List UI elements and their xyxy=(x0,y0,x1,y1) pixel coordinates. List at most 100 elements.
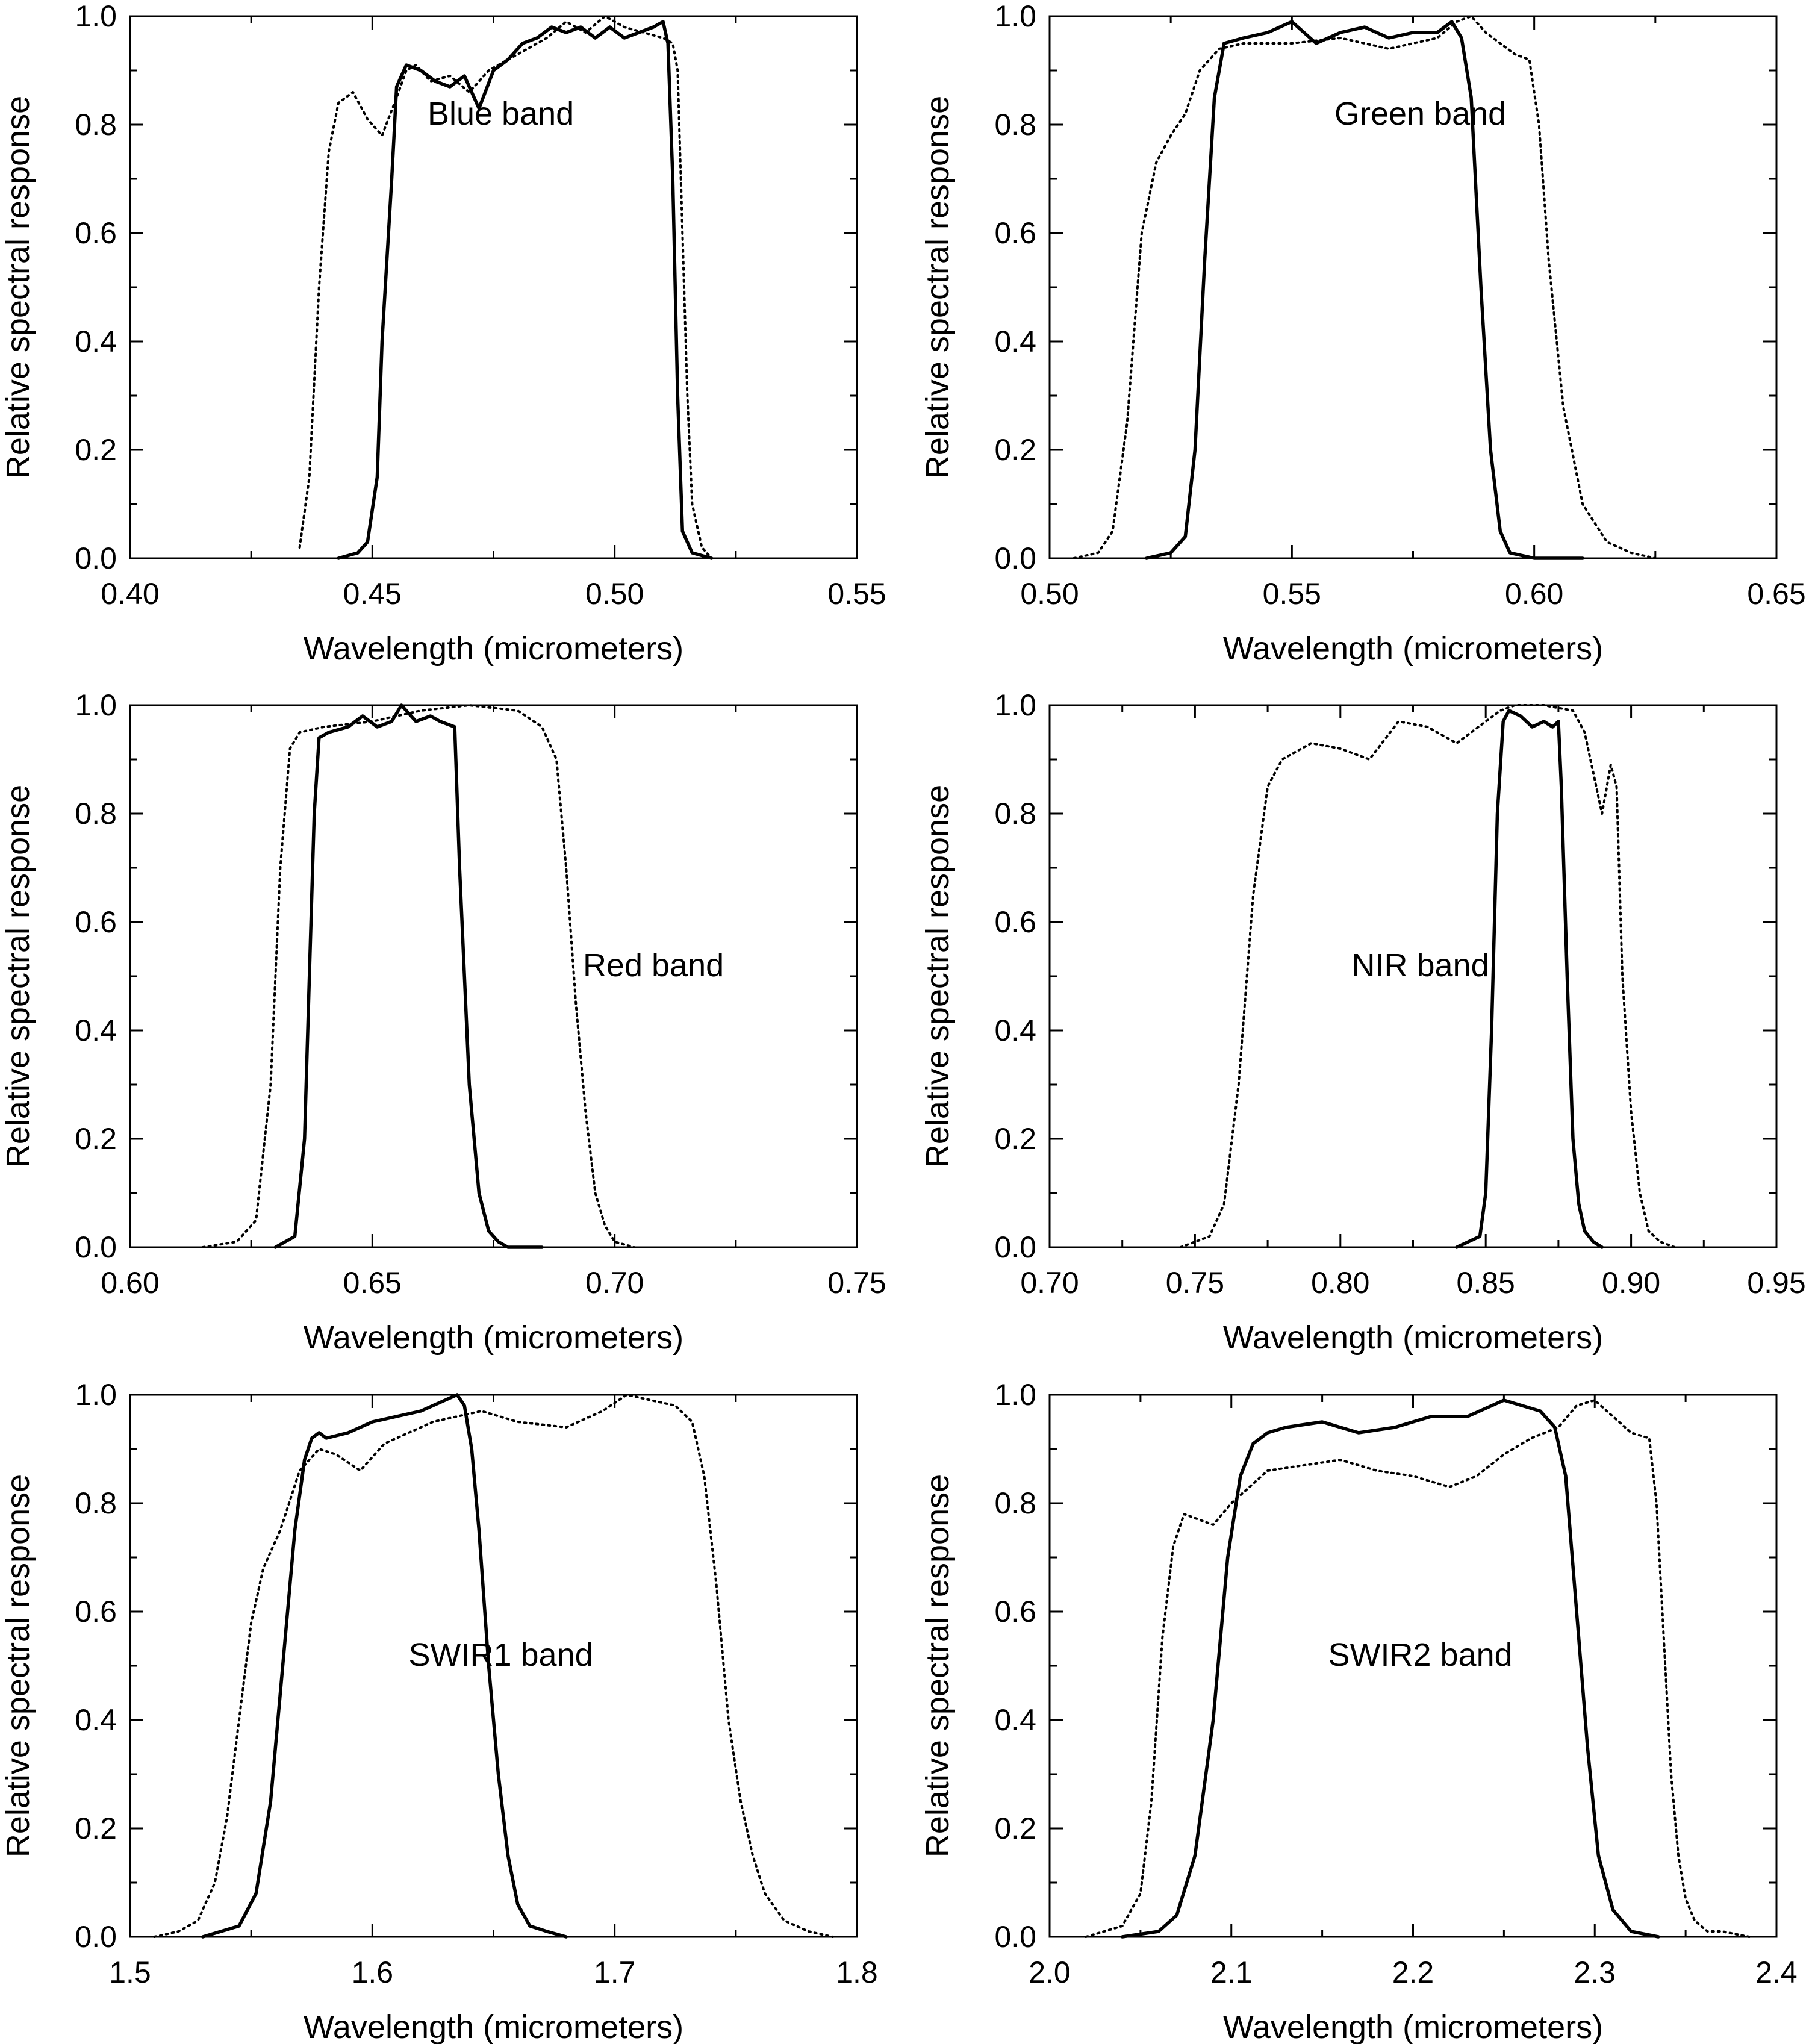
y-tick-label: 0.4 xyxy=(75,1703,117,1737)
x-tick-label: 0.95 xyxy=(1747,1266,1805,1300)
series-line-solid xyxy=(337,20,714,560)
y-tick-label: 1.0 xyxy=(994,1378,1036,1412)
x-axis-label: Wavelength (micrometers) xyxy=(304,1320,683,1356)
x-tick-label: 2.1 xyxy=(1210,1955,1253,1989)
x-tick-label: 0.75 xyxy=(1166,1266,1224,1300)
y-axis-label: Relative spectral response xyxy=(0,96,36,479)
band-annotation: Red band xyxy=(583,947,724,983)
band-annotation: Blue band xyxy=(428,96,574,132)
y-tick-label: 0.8 xyxy=(75,1486,117,1520)
panel-nir-band: 0.70 0.75 0.80 0.85 0.90 0.95 0.0 0.2 0.4 0.6 0.8 1… xyxy=(920,688,1806,1356)
x-tick-label: 0.80 xyxy=(1311,1266,1369,1300)
series-line-solid xyxy=(201,1393,568,1939)
y-tick-label: 0.8 xyxy=(994,797,1036,830)
y-tick-label: 0.2 xyxy=(75,433,117,467)
y-tick-label: 0.2 xyxy=(75,1812,117,1845)
panel-green-band: 0.50 0.55 0.60 0.65 0.0 0.2 0.4 0.6 0.8 1.0 Wavele… xyxy=(920,0,1806,667)
x-axis-label: Wavelength (micrometers) xyxy=(304,2009,683,2044)
x-tick-label: 0.65 xyxy=(1747,577,1805,611)
x-tick-label: 0.50 xyxy=(1020,577,1079,611)
x-tick-label: 2.2 xyxy=(1392,1955,1434,1989)
x-tick-label: 0.65 xyxy=(343,1266,402,1300)
y-tick-label: 0.4 xyxy=(994,325,1036,358)
series-line-solid xyxy=(273,703,544,1249)
y-axis-label: Relative spectral response xyxy=(0,785,36,1168)
x-tick-label: 0.70 xyxy=(585,1266,644,1300)
y-tick-label: 1.0 xyxy=(994,0,1036,33)
panel-swir2-band: 2.0 2.1 2.2 2.3 2.4 0.0 0.2 0.4 0.6 0.8 1.0 Wavelen… xyxy=(920,1378,1798,2044)
x-tick-label: 0.45 xyxy=(343,577,402,611)
y-tick-label: 1.0 xyxy=(994,688,1036,722)
y-tick-label: 0.6 xyxy=(75,1595,117,1628)
y-tick-label: 0.8 xyxy=(994,108,1036,142)
x-axis-label: Wavelength (micrometers) xyxy=(1223,631,1603,667)
y-tick-label: 0.2 xyxy=(994,433,1036,467)
x-tick-label: 0.60 xyxy=(1505,577,1563,611)
series-line-dotted xyxy=(1085,1399,1751,1938)
x-axis-label: Wavelength (micrometers) xyxy=(1223,1320,1603,1356)
y-tick-label: 0.4 xyxy=(75,325,117,358)
y-axis-label: Relative spectral response xyxy=(920,96,956,479)
y-axis-label: Relative spectral response xyxy=(920,1474,956,1857)
y-axis-label: Relative spectral response xyxy=(0,1474,36,1857)
y-tick-label: 0.4 xyxy=(994,1703,1036,1737)
series-line-dotted xyxy=(1179,704,1676,1248)
y-tick-label: 0.0 xyxy=(75,1920,117,1954)
x-tick-label: 1.7 xyxy=(594,1955,636,1989)
band-annotation: SWIR1 band xyxy=(408,1637,593,1673)
y-tick-label: 0.0 xyxy=(994,541,1036,575)
x-tick-label: 1.8 xyxy=(836,1955,878,1989)
y-tick-label: 0.0 xyxy=(75,1230,117,1264)
panel-swir1-band: 1.5 1.6 1.7 1.8 0.0 0.2 0.4 0.6 0.8 1.0 Wavelength… xyxy=(0,1378,878,2044)
x-tick-label: 0.55 xyxy=(1263,577,1321,611)
series-line-dotted xyxy=(298,15,713,559)
y-tick-label: 0.6 xyxy=(75,905,117,939)
y-tick-label: 0.0 xyxy=(994,1920,1036,1954)
band-annotation: NIR band xyxy=(1351,947,1489,983)
y-axis-label: Relative spectral response xyxy=(920,785,956,1168)
panel-red-band: 0.60 0.65 0.70 0.75 0.0 0.2 0.4 0.6 0.8 1.0 Wavele… xyxy=(0,688,886,1356)
series-line-solid xyxy=(1120,1398,1660,1939)
panel-blue-band: 0.40 0.45 0.50 0.55 0.0 0.2 0.4 0.6 0.8 1.0 Wavele… xyxy=(0,0,886,667)
x-tick-label: 0.60 xyxy=(101,1266,159,1300)
x-tick-label: 2.3 xyxy=(1574,1955,1616,1989)
y-tick-label: 0.0 xyxy=(994,1230,1036,1264)
series-line-solid xyxy=(1145,20,1584,560)
y-tick-label: 1.0 xyxy=(75,688,117,722)
y-tick-label: 0.6 xyxy=(994,216,1036,250)
band-annotation: Green band xyxy=(1334,96,1506,132)
x-tick-label: 0.70 xyxy=(1020,1266,1079,1300)
x-tick-label: 0.85 xyxy=(1457,1266,1515,1300)
x-tick-label: 0.75 xyxy=(827,1266,886,1300)
plot-frame xyxy=(129,704,858,1248)
y-tick-label: 0.8 xyxy=(994,1486,1036,1520)
y-tick-label: 1.0 xyxy=(75,1378,117,1412)
y-tick-label: 0.4 xyxy=(75,1014,117,1047)
y-tick-label: 0.6 xyxy=(75,216,117,250)
x-axis-label: Wavelength (micrometers) xyxy=(1223,2009,1603,2044)
y-tick-label: 0.2 xyxy=(994,1812,1036,1845)
band-annotation: SWIR2 band xyxy=(1328,1637,1512,1673)
series-line-dotted xyxy=(201,704,635,1248)
x-tick-label: 0.40 xyxy=(101,577,159,611)
series-line-dotted xyxy=(153,1394,834,1938)
y-tick-label: 0.4 xyxy=(994,1014,1036,1047)
y-tick-label: 0.2 xyxy=(75,1122,117,1156)
y-tick-label: 1.0 xyxy=(75,0,117,33)
y-tick-label: 0.8 xyxy=(75,108,117,142)
x-tick-label: 0.90 xyxy=(1602,1266,1660,1300)
series-line-solid xyxy=(1455,709,1604,1249)
y-tick-label: 0.6 xyxy=(994,1595,1036,1628)
x-tick-label: 2.0 xyxy=(1029,1955,1071,1989)
series-line-dotted xyxy=(1073,15,1657,559)
y-tick-label: 0.8 xyxy=(75,797,117,830)
x-tick-label: 1.6 xyxy=(352,1955,394,1989)
x-axis-label: Wavelength (micrometers) xyxy=(304,631,683,667)
x-tick-label: 0.55 xyxy=(827,577,886,611)
x-tick-label: 1.5 xyxy=(109,1955,151,1989)
y-tick-label: 0.6 xyxy=(994,905,1036,939)
y-tick-label: 0.0 xyxy=(75,541,117,575)
y-tick-label: 0.2 xyxy=(994,1122,1036,1156)
x-tick-label: 0.50 xyxy=(585,577,644,611)
